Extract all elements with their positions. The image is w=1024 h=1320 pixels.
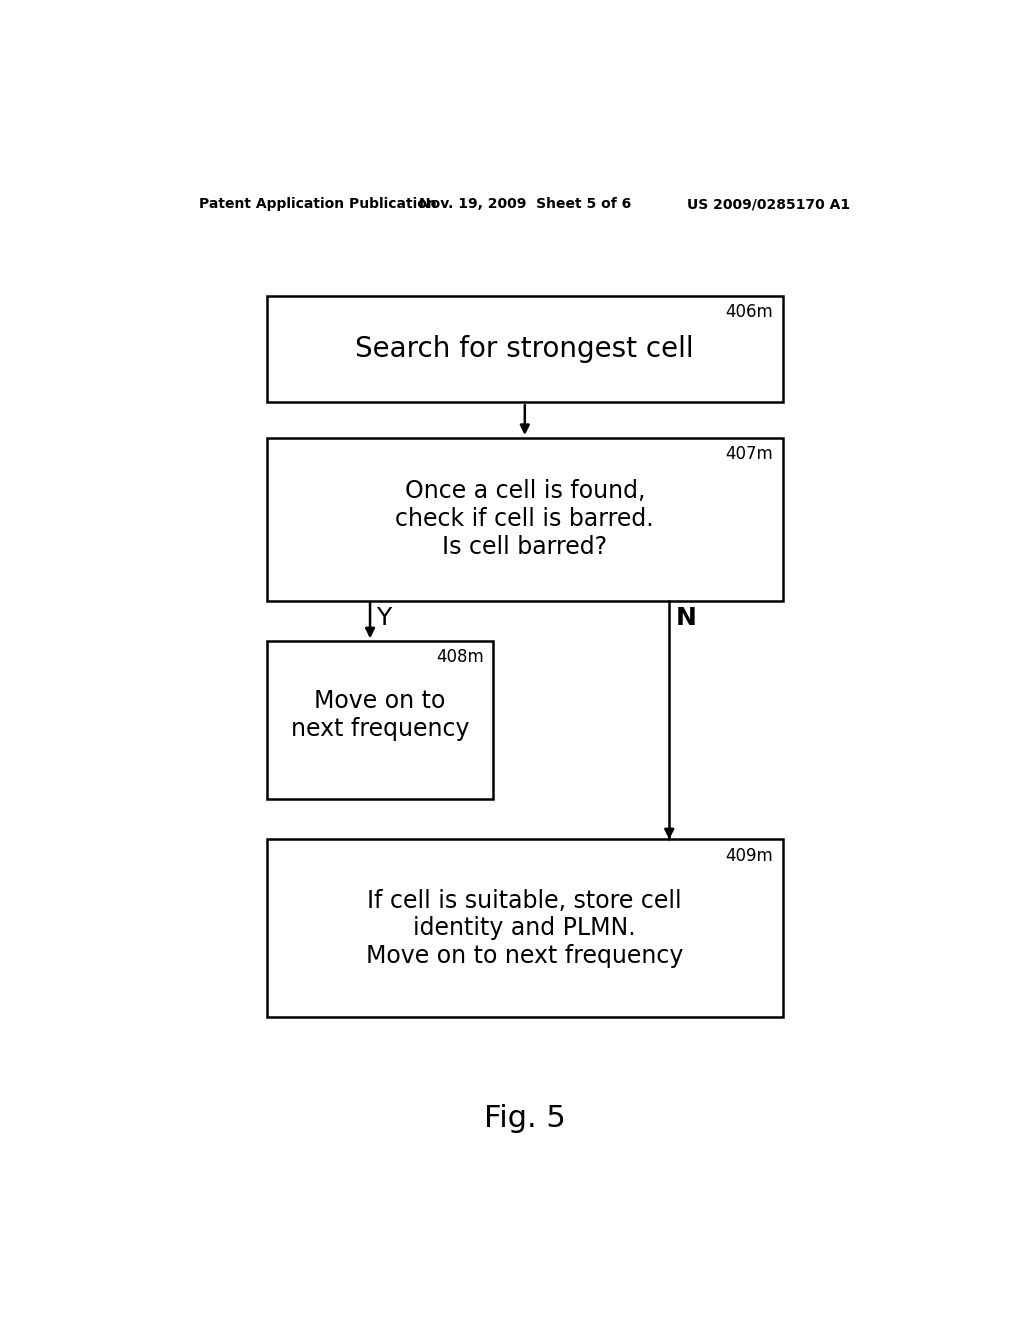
Text: N: N <box>676 606 696 630</box>
Text: Fig. 5: Fig. 5 <box>484 1105 565 1134</box>
Text: 409m: 409m <box>725 846 773 865</box>
Text: Once a cell is found,
check if cell is barred.
Is cell barred?: Once a cell is found, check if cell is b… <box>395 479 654 560</box>
Text: Patent Application Publication: Patent Application Publication <box>200 197 437 211</box>
Bar <box>267 296 782 403</box>
Bar <box>267 840 782 1018</box>
Text: 408m: 408m <box>436 648 483 667</box>
Bar <box>267 642 494 799</box>
Text: Move on to
next frequency: Move on to next frequency <box>291 689 469 741</box>
Text: Y: Y <box>377 606 391 630</box>
Text: US 2009/0285170 A1: US 2009/0285170 A1 <box>687 197 850 211</box>
Text: If cell is suitable, store cell
identity and PLMN.
Move on to next frequency: If cell is suitable, store cell identity… <box>367 888 683 968</box>
Text: Nov. 19, 2009  Sheet 5 of 6: Nov. 19, 2009 Sheet 5 of 6 <box>419 197 631 211</box>
Text: Search for strongest cell: Search for strongest cell <box>355 335 694 363</box>
Text: 407m: 407m <box>725 445 773 463</box>
Text: 406m: 406m <box>725 302 773 321</box>
Bar <box>267 438 782 601</box>
